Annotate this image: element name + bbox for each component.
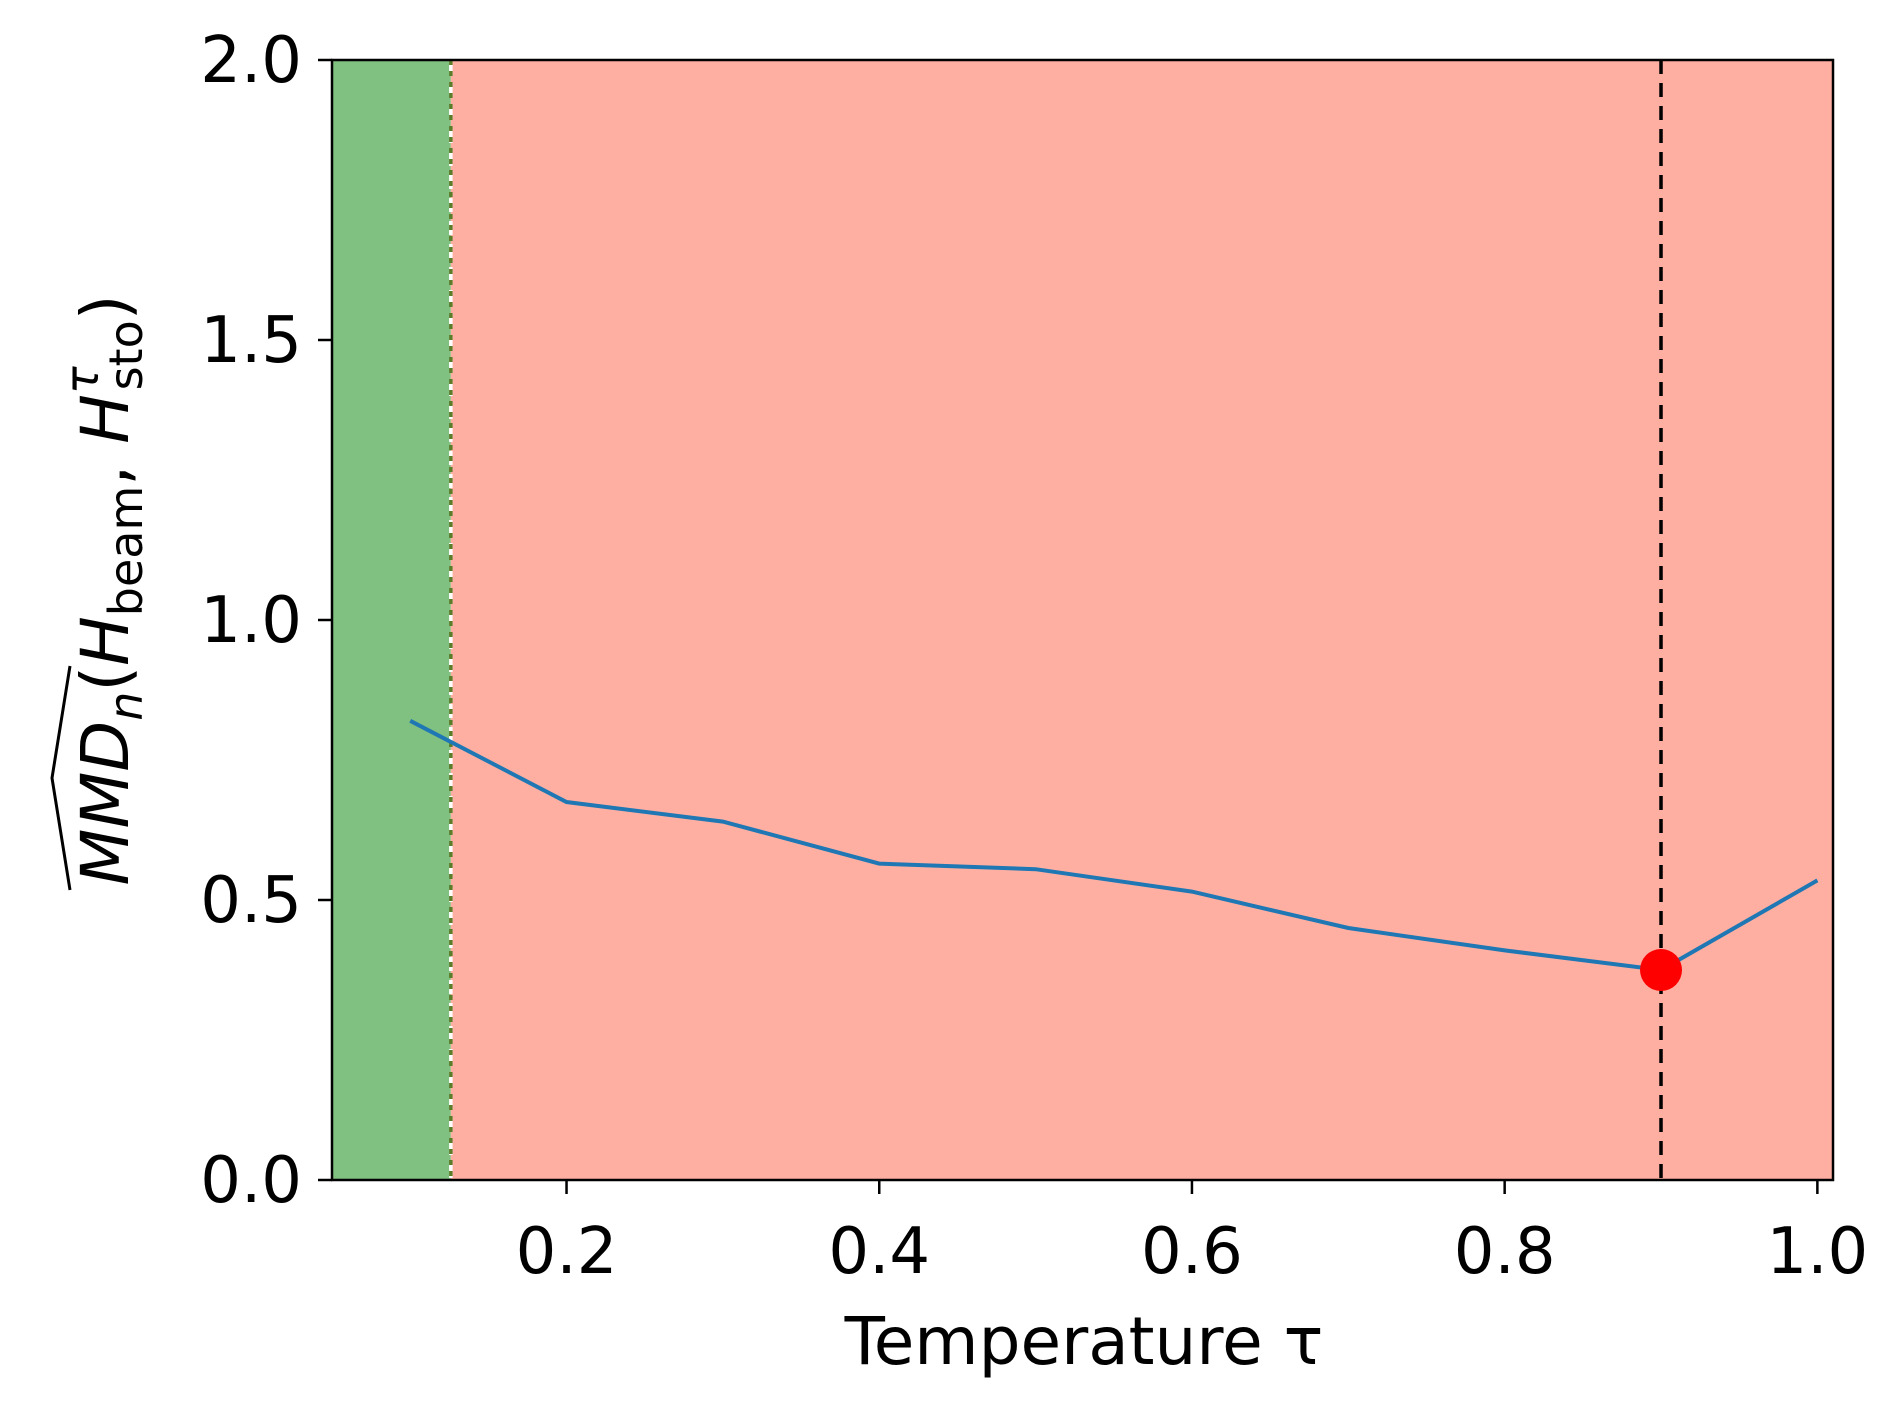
ylabel-h2-sup: τ — [55, 366, 109, 394]
highlight-points — [1640, 949, 1683, 991]
ylabel-h1: H — [67, 616, 144, 666]
shaded-regions — [332, 60, 1834, 1180]
ylabel-h2-sub: sto — [99, 320, 153, 390]
svg-text:MMDn(Hbeam, Hτsto): MMDn(Hbeam, Hτsto) — [55, 295, 153, 886]
x-axis-ticks: 0.2 0.4 0.6 0.8 1.0 — [516, 1180, 1868, 1289]
ylabel-main: MMD — [67, 721, 144, 886]
ylabel-open: ( — [67, 666, 144, 692]
ylabel-hat — [50, 665, 72, 891]
y-tick-label: 2.0 — [200, 24, 302, 98]
ylabel-h2: H — [67, 394, 144, 444]
ylabel-comma: , — [67, 444, 144, 486]
x-tick-label: 0.6 — [1141, 1215, 1243, 1289]
series-group — [409, 719, 1819, 973]
y-tick-label: 0.5 — [200, 864, 302, 938]
ylabel-h1-sub: beam — [99, 486, 153, 617]
y-axis-ticks: 0.0 0.5 1.0 1.5 2.0 — [200, 24, 332, 1218]
vertical-lines — [449, 60, 1663, 1180]
series-line-0 — [409, 719, 1819, 973]
shaded-region-0 — [332, 60, 451, 1180]
y-tick-label: 1.5 — [200, 304, 302, 378]
y-axis-label: MMDn(Hbeam, Hτsto) — [50, 295, 153, 891]
x-tick-label: 0.4 — [828, 1215, 930, 1289]
highlight-point — [1640, 949, 1683, 991]
x-tick-label: 1.0 — [1766, 1215, 1868, 1289]
y-tick-label: 0.0 — [200, 1144, 302, 1218]
y-tick-label: 1.0 — [200, 584, 302, 658]
ylabel-sub-n: n — [99, 692, 153, 721]
x-tick-label: 0.8 — [1454, 1215, 1556, 1289]
x-tick-label: 0.2 — [516, 1215, 618, 1289]
ylabel-close: ) — [67, 295, 144, 321]
shaded-region-1 — [450, 60, 1834, 1180]
x-axis-label: Temperature τ — [844, 1303, 1324, 1380]
